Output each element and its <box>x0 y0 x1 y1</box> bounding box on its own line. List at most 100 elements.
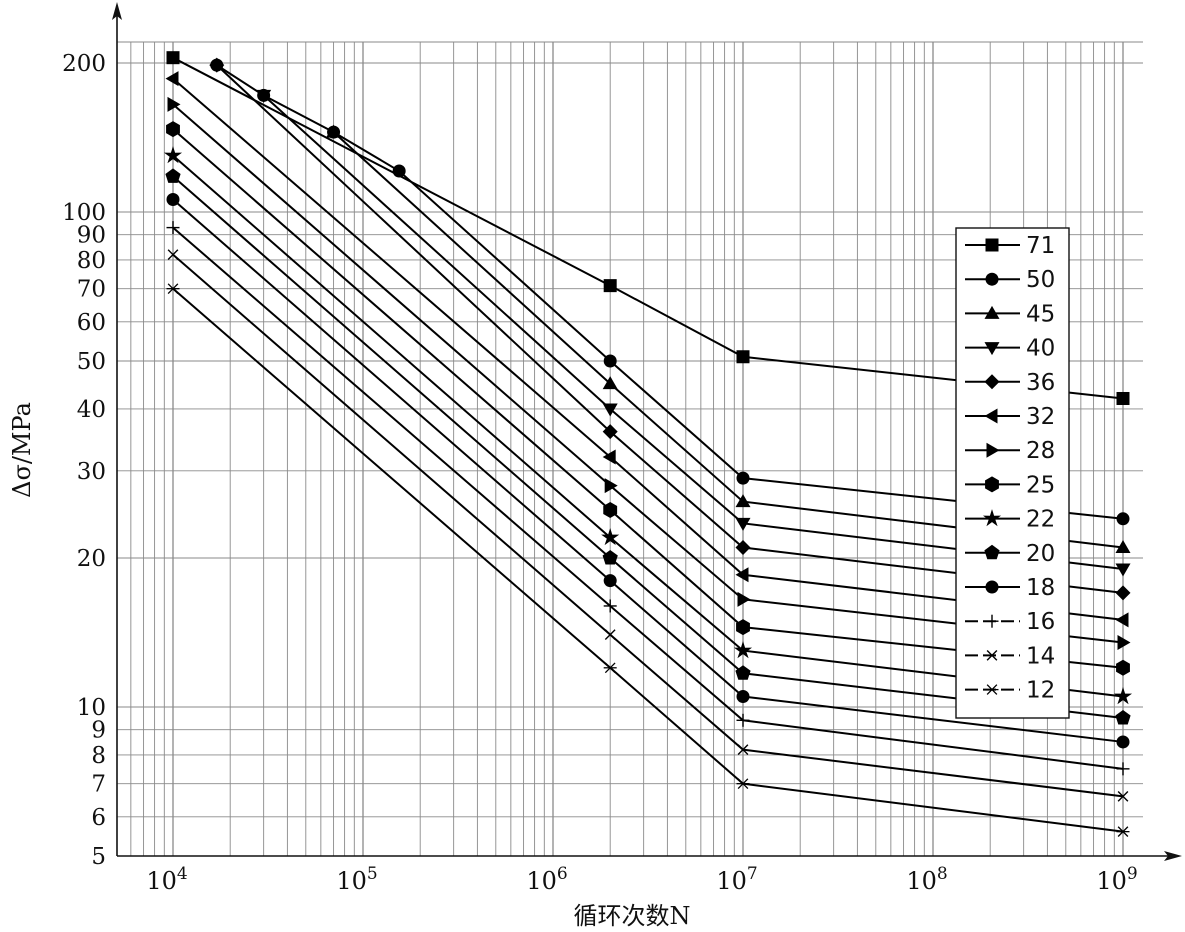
marker-asterisk <box>603 662 617 674</box>
series-line <box>172 128 1124 669</box>
y-tick-label: 60 <box>77 310 106 336</box>
y-axis-label: Δσ/MPa <box>8 402 36 498</box>
y-axis-arrow <box>112 2 122 20</box>
marker-diamond <box>209 57 225 73</box>
y-tick-label: 100 <box>62 200 106 226</box>
y-tick-label: 40 <box>77 397 106 423</box>
marker-diamond <box>602 424 618 440</box>
series-line <box>332 131 1124 549</box>
x-tick-label: 107 <box>716 864 757 895</box>
x-tick-label: 106 <box>526 864 567 895</box>
series-line <box>172 56 1124 400</box>
x-tick-label: 104 <box>146 864 187 895</box>
marker-asterisk <box>166 283 180 295</box>
marker-asterisk <box>1116 826 1130 837</box>
marker-plus <box>736 713 750 727</box>
marker-plus <box>1116 762 1130 776</box>
marker-plus <box>603 599 617 613</box>
marker-triangle-left <box>984 408 998 424</box>
marker-triangle-down <box>984 342 1000 356</box>
y-tick-label: 50 <box>77 349 106 375</box>
marker-asterisk <box>736 778 750 790</box>
legend-label: 20 <box>1026 541 1055 567</box>
marker-triangle-up <box>984 305 1000 319</box>
marker-stroke <box>1117 790 1129 802</box>
series-22 <box>163 146 1133 705</box>
marker-diamond <box>984 374 1000 390</box>
series-line <box>172 253 1124 798</box>
legend-label: 12 <box>1026 678 1055 704</box>
series-18 <box>166 192 1130 749</box>
marker-circle <box>736 690 750 704</box>
legend-label: 14 <box>1026 643 1055 669</box>
legend-item: 45 <box>965 301 1055 327</box>
series-line <box>172 226 1124 770</box>
marker-square <box>166 51 180 65</box>
marker-triangle-down <box>256 89 272 103</box>
marker-circle <box>736 471 750 485</box>
legend-item: 16 <box>965 609 1055 635</box>
marker-triangle-up <box>1115 540 1131 554</box>
marker-stroke <box>986 650 998 661</box>
series-12 <box>166 283 1130 837</box>
marker-diamond <box>735 540 751 556</box>
plot-area <box>163 51 1133 837</box>
x-tick-label: 105 <box>336 864 377 895</box>
y-tick-label: 90 <box>77 223 106 249</box>
legend-item: 12 <box>965 678 1055 704</box>
legend-label: 16 <box>1026 609 1055 635</box>
marker-pentagon <box>165 168 181 183</box>
series-45 <box>326 124 1131 554</box>
series-71 <box>166 51 1130 405</box>
legend-box <box>955 227 1070 719</box>
marker-pentagon <box>602 549 618 565</box>
marker-stroke <box>167 283 179 295</box>
marker-stroke <box>167 249 179 261</box>
marker-plus <box>166 221 180 235</box>
marker-square <box>603 279 617 293</box>
marker-square <box>1116 391 1130 405</box>
legend-item: 50 <box>965 267 1055 293</box>
y-tick-label: 200 <box>62 51 106 77</box>
marker-diamond <box>1115 585 1131 601</box>
legend-label: 36 <box>1026 370 1055 396</box>
legend-item: 40 <box>965 336 1055 362</box>
marker-triangle-down <box>735 517 751 531</box>
legend-item: 25 <box>965 472 1055 498</box>
legend-label: 18 <box>1026 575 1055 601</box>
marker-hexagon <box>985 476 999 493</box>
legend-item: 71 <box>965 233 1055 259</box>
marker-triangle-right <box>737 591 751 607</box>
y-tick-label: 9 <box>91 718 106 744</box>
marker-stroke <box>604 629 616 641</box>
marker-square <box>736 350 750 364</box>
marker-cross <box>604 629 616 641</box>
marker-triangle-up <box>326 124 342 138</box>
legend-label: 22 <box>1026 507 1055 533</box>
series-40 <box>256 89 1131 577</box>
marker-square <box>985 238 999 252</box>
legend-item: 36 <box>965 370 1055 396</box>
legend-item: 28 <box>965 438 1055 464</box>
marker-stroke <box>737 778 749 790</box>
marker-stroke <box>1117 826 1129 837</box>
marker-triangle-left <box>735 567 749 583</box>
y-tick-label: 20 <box>77 546 106 572</box>
series-36 <box>209 57 1131 601</box>
marker-circle <box>1116 512 1130 526</box>
marker-triangle-left <box>165 71 179 87</box>
marker-circle <box>1116 735 1130 749</box>
marker-stroke <box>604 662 616 674</box>
legend-item: 20 <box>965 541 1055 567</box>
marker-triangle-right <box>604 478 618 494</box>
y-tick-label: 30 <box>77 459 106 485</box>
series-32 <box>165 71 1129 628</box>
y-tick-label: 70 <box>77 277 106 303</box>
series-line <box>172 287 1124 833</box>
legend-item: 32 <box>965 404 1055 430</box>
series-line <box>172 77 1124 621</box>
marker-plus <box>985 614 999 628</box>
marker-triangle-left <box>602 449 616 465</box>
marker-pentagon <box>1115 710 1131 725</box>
marker-pentagon <box>735 665 751 680</box>
